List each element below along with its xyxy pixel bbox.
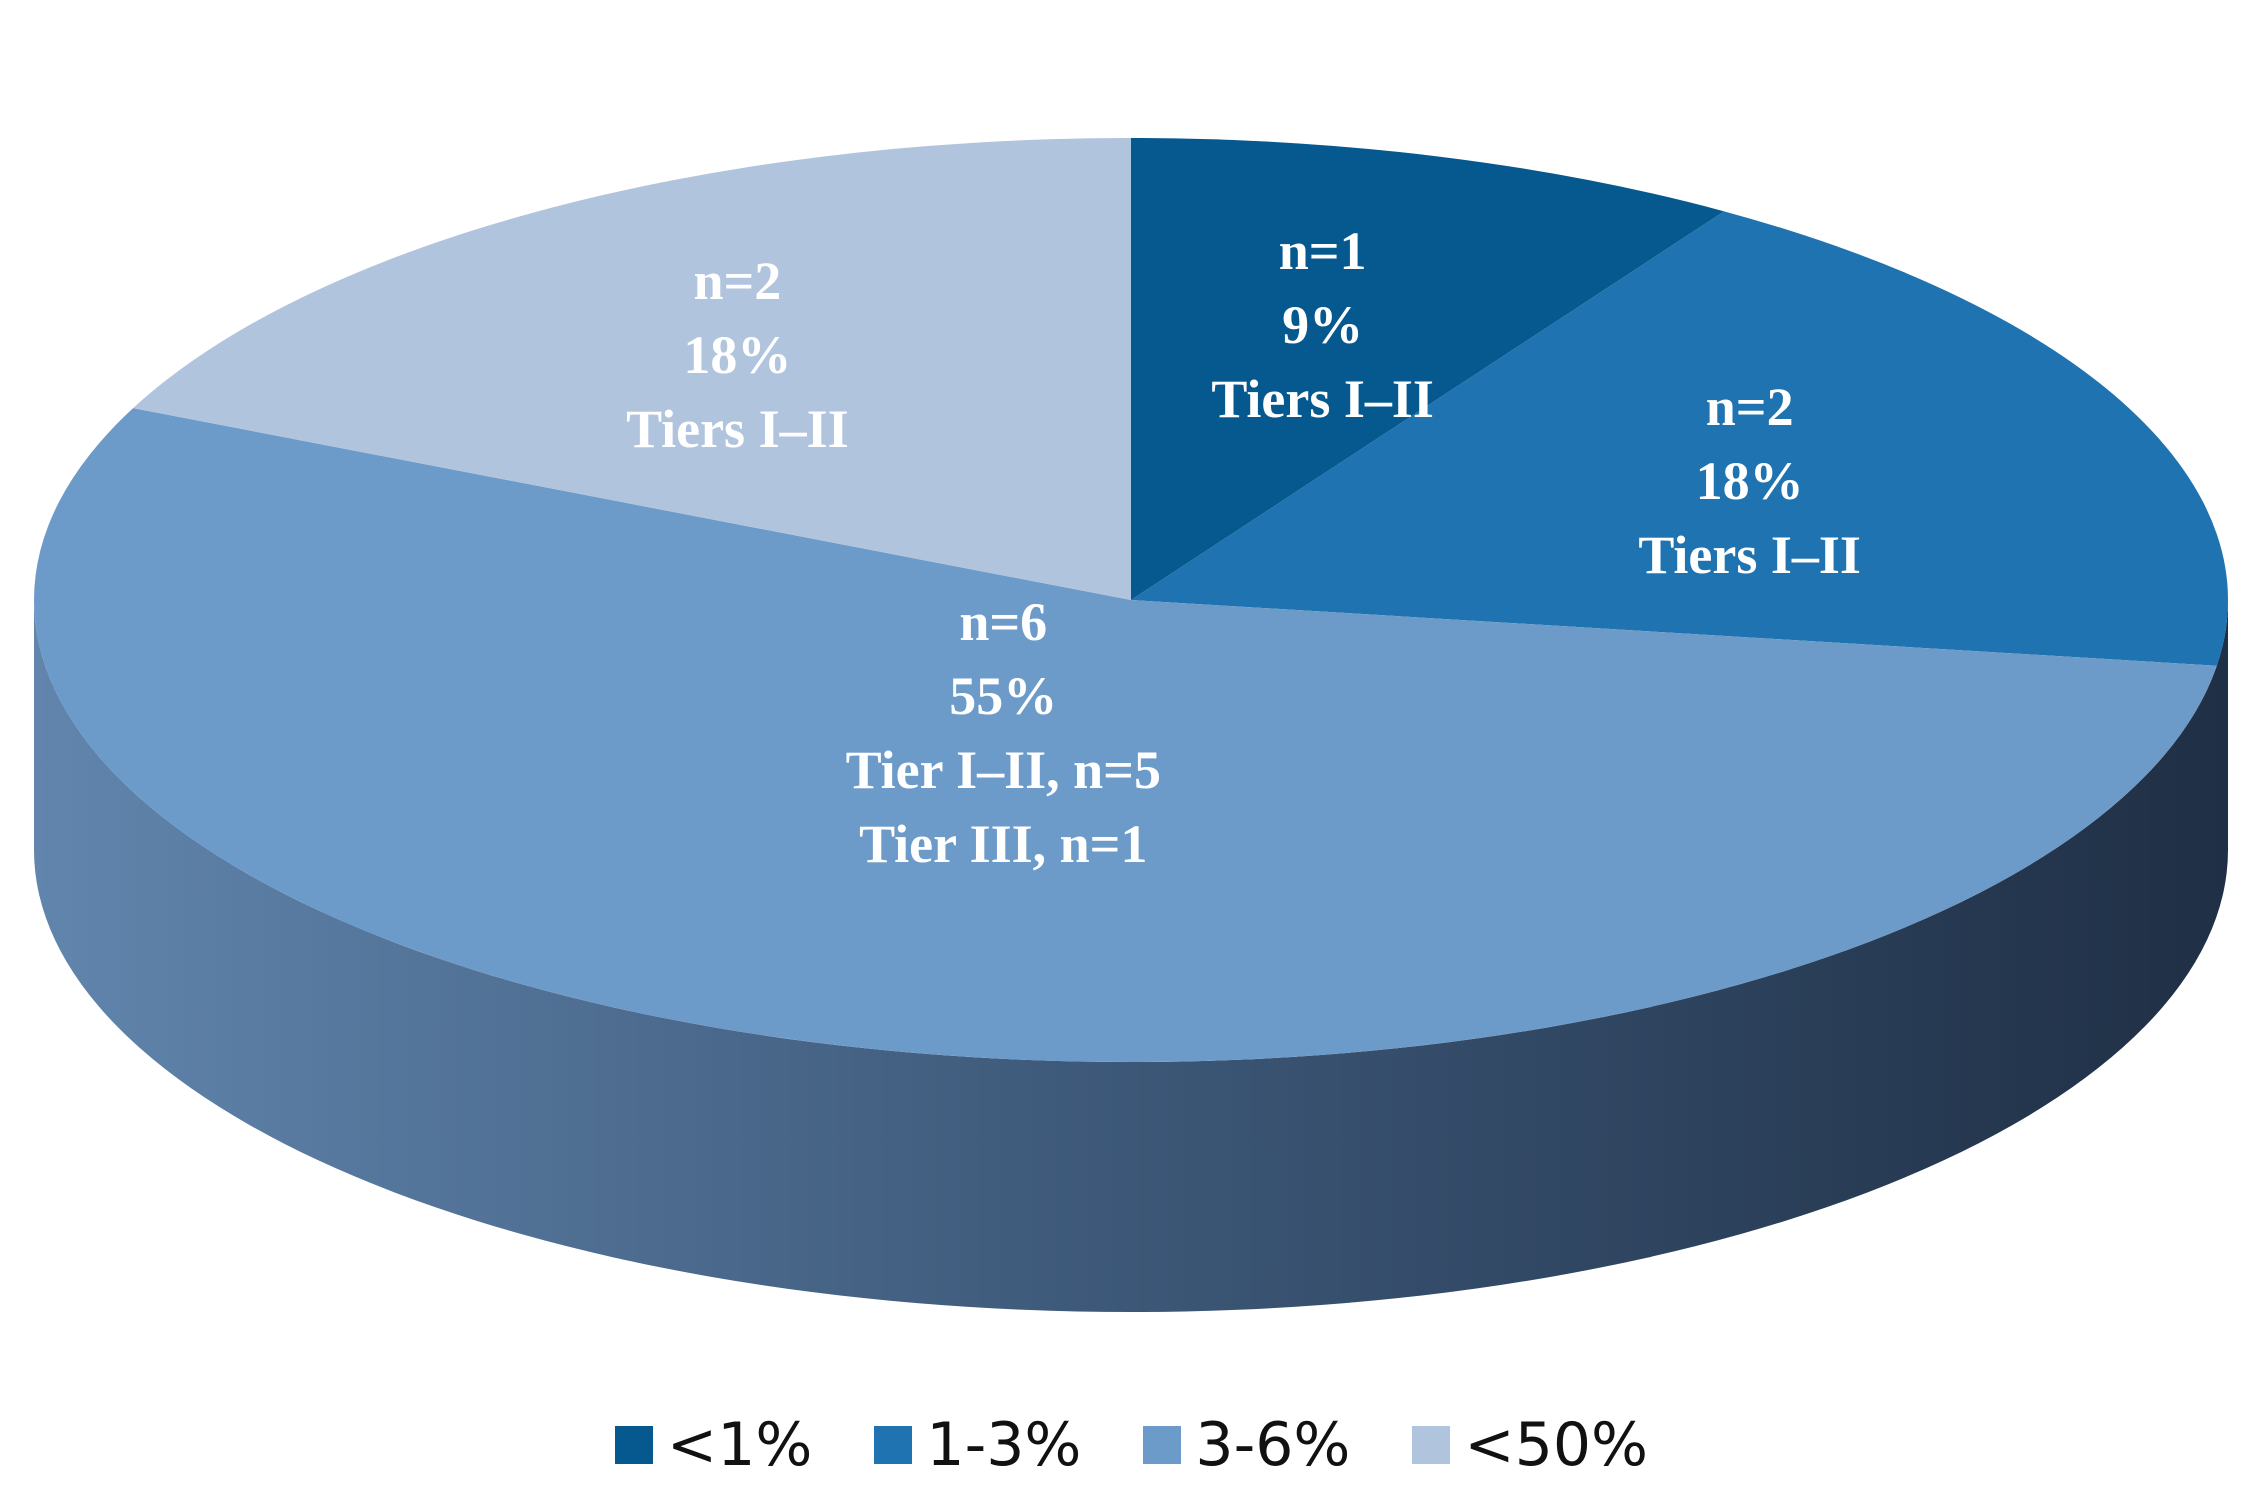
pie-slice-label-line: 18% (1696, 451, 1804, 511)
legend-label: <50% (1464, 1410, 1649, 1480)
pie-slice-label-line: Tier I–II, n=5 (846, 740, 1161, 800)
pie-slice (133, 138, 1132, 600)
legend-swatch (874, 1426, 913, 1464)
pie-slice-label-line: 9% (1282, 295, 1363, 355)
pie-slice-label: n=6 55% Tier I–II, n=5 Tier III, n=1 (846, 592, 1161, 874)
legend-item: <50% (1412, 1415, 1648, 1475)
legend-swatch (1412, 1426, 1451, 1464)
pie-slice-label: n=1 9% Tiers I–II (1211, 221, 1434, 429)
pie-slice-label-line: n=1 (1279, 221, 1367, 281)
pie-slice-label-line: Tiers I–II (1638, 525, 1861, 585)
pie-side-wall (34, 600, 2228, 1312)
legend-swatch (614, 1426, 653, 1464)
pie-slice-label-line: n=6 (959, 592, 1047, 652)
legend-swatch (1143, 1426, 1182, 1464)
pie-slice-label-line: 18% (683, 325, 791, 385)
pie-slice (34, 408, 2217, 1062)
legend: <1% 1-3% 3-6% <50% (0, 1400, 2263, 1490)
pie-slice-label: n=2 18% Tiers I–II (1638, 377, 1861, 585)
legend-item: <1% (614, 1410, 813, 1480)
pie-slice-label-line: Tiers I–II (626, 399, 849, 459)
pie-slice-label: n=2 18% Tiers I–II (626, 251, 849, 459)
legend-item: 3-6% (1143, 1415, 1350, 1475)
pie-slice (1131, 138, 1725, 600)
pie-slice-label-line: 55% (949, 666, 1057, 726)
pie-slice-label-line: Tier III, n=1 (859, 814, 1147, 874)
legend-label: <1% (666, 1410, 813, 1480)
pie-slice (1131, 211, 2228, 666)
legend-item: 1-3% (874, 1415, 1081, 1475)
pie-slice-label-line: Tiers I–II (1211, 369, 1434, 429)
pie-slice-label-line: n=2 (1706, 377, 1794, 437)
pie-slice-label-line: n=2 (693, 251, 781, 311)
legend-label: 1-3% (926, 1410, 1082, 1480)
legend-label: 3-6% (1195, 1410, 1351, 1480)
